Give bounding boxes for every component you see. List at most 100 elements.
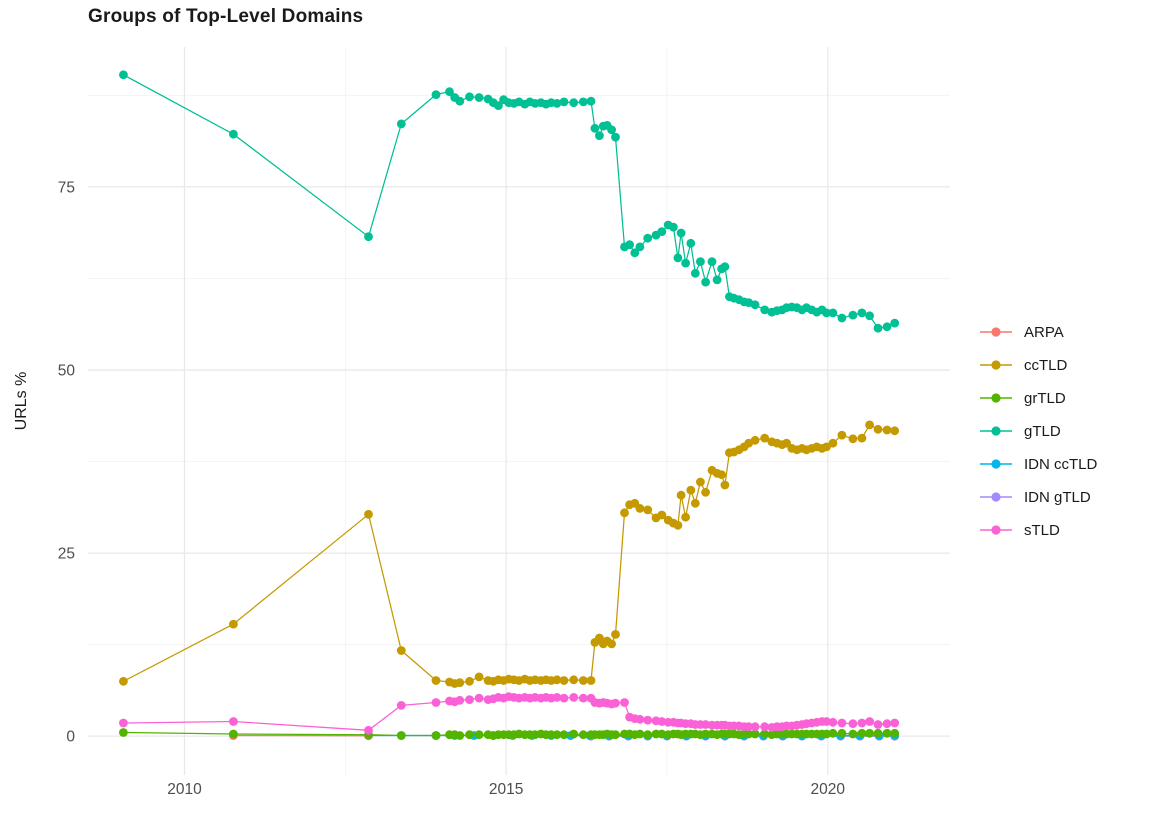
data-point <box>607 125 616 135</box>
data-point <box>865 728 874 738</box>
data-point <box>586 96 596 106</box>
data-point <box>676 490 686 500</box>
data-point <box>396 646 406 655</box>
data-point <box>857 718 867 728</box>
data-point <box>431 90 441 99</box>
legend-label: sTLD <box>1024 521 1060 539</box>
data-point <box>701 720 710 729</box>
data-point <box>822 717 831 726</box>
data-point <box>455 695 465 705</box>
data-point <box>559 676 569 685</box>
data-point <box>611 730 620 740</box>
data-point <box>890 426 900 436</box>
legend-key-icon <box>980 327 1012 337</box>
data-point <box>873 720 883 729</box>
legend-item-stld: sTLD <box>978 520 1097 540</box>
data-point <box>882 719 892 729</box>
data-point <box>625 240 634 250</box>
y-tick-label: 75 <box>58 179 75 196</box>
legend-key-icon <box>980 459 1012 469</box>
data-point <box>712 275 722 285</box>
data-point <box>586 676 596 685</box>
data-point <box>620 508 629 518</box>
data-point <box>552 99 562 108</box>
data-point <box>474 93 484 102</box>
data-point <box>750 722 760 732</box>
data-point <box>744 729 754 739</box>
data-point <box>828 728 838 738</box>
data-point <box>717 470 726 480</box>
data-point <box>607 639 616 649</box>
data-point <box>611 698 620 708</box>
legend-label: IDN gTLD <box>1024 488 1091 506</box>
data-point <box>857 728 867 738</box>
data-point <box>229 717 238 726</box>
data-point <box>569 693 579 702</box>
data-point <box>848 729 858 739</box>
data-point <box>635 729 645 739</box>
series-gtld <box>119 70 900 333</box>
data-point <box>643 715 653 725</box>
series-grtld <box>119 728 900 740</box>
gridlines-minor <box>88 47 950 775</box>
axis-tick-labels: 0 25 50 75 2010 2015 2020 <box>58 179 846 798</box>
data-point <box>552 730 562 740</box>
chart-title: Groups of Top-Level Domains <box>88 6 364 27</box>
data-point <box>635 714 645 724</box>
data-point <box>569 675 579 685</box>
data-point <box>455 678 465 688</box>
data-point <box>681 258 690 268</box>
data-point <box>630 248 640 258</box>
data-point <box>865 311 874 321</box>
data-point <box>873 728 883 738</box>
data-point <box>882 728 892 738</box>
data-point <box>465 92 474 102</box>
data-point <box>559 97 569 107</box>
data-point <box>750 729 760 739</box>
data-point <box>474 672 484 682</box>
y-tick-label: 50 <box>58 362 76 379</box>
x-tick-label: 2010 <box>167 781 202 798</box>
data-point <box>837 313 847 323</box>
data-point <box>657 227 667 237</box>
data-point <box>119 728 128 737</box>
data-point <box>707 257 717 266</box>
data-point <box>578 676 588 685</box>
legend-key-icon <box>980 426 1012 436</box>
data-point <box>701 729 710 739</box>
legend-key-icon <box>980 393 1012 403</box>
data-point <box>445 87 454 97</box>
data-point <box>643 233 653 243</box>
series-arpa <box>229 731 373 741</box>
data-point <box>364 725 373 735</box>
data-point <box>837 430 847 440</box>
data-point <box>229 619 238 629</box>
x-tick-label: 2020 <box>811 781 846 798</box>
data-point <box>396 119 406 129</box>
data-point <box>119 676 128 686</box>
data-point <box>686 485 696 495</box>
data-point <box>690 268 700 278</box>
data-point <box>696 257 705 266</box>
series-cctld <box>119 420 900 688</box>
data-point <box>873 323 883 333</box>
data-point <box>657 717 667 726</box>
data-point <box>760 729 770 739</box>
data-point <box>701 277 710 287</box>
data-point <box>559 693 569 703</box>
data-point <box>455 96 465 106</box>
legend-label: grTLD <box>1024 389 1066 407</box>
data-point <box>611 630 620 639</box>
series-stld <box>119 692 900 735</box>
y-tick-label: 0 <box>66 729 75 746</box>
data-point <box>578 97 588 107</box>
legend-item-cctld: ccTLD <box>978 355 1097 375</box>
data-point <box>669 222 678 232</box>
data-point <box>720 480 730 490</box>
data-point <box>611 132 620 142</box>
data-point <box>474 693 484 703</box>
data-point <box>681 512 690 522</box>
data-point <box>431 698 441 707</box>
data-point <box>837 728 847 738</box>
